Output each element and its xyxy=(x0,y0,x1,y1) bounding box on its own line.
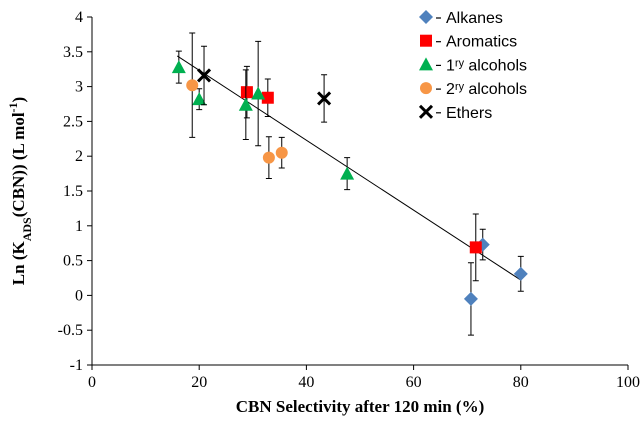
y-tick-label: 2.5 xyxy=(63,113,83,130)
legend-label: 2ʳʸ alcohols xyxy=(446,81,527,98)
circle-marker xyxy=(262,151,275,164)
legend-label: Aromatics xyxy=(446,34,517,51)
y-tick-label: 1 xyxy=(75,218,83,235)
x-axis-title: CBN Selectivity after 120 min (%) xyxy=(236,397,485,416)
triangle-marker xyxy=(419,57,433,71)
y-tick-label: 2 xyxy=(75,148,83,165)
y-axis-title-part: Ln (K xyxy=(9,241,28,286)
legend-label: 1ʳʸ alcohols xyxy=(446,57,527,74)
triangle-marker xyxy=(192,92,207,106)
cross-marker xyxy=(196,68,212,83)
x-tick-label: 0 xyxy=(88,374,96,391)
x-tick-label: 20 xyxy=(191,374,207,391)
y-tick-label: 0 xyxy=(75,287,83,304)
y-tick-label: 1.5 xyxy=(63,183,83,200)
y-axis-title-part: (CBN)) (L mol xyxy=(9,112,28,217)
circle-marker xyxy=(275,146,288,159)
circle-marker xyxy=(420,82,432,95)
y-axis-title-part: ADS xyxy=(20,217,34,241)
square-marker xyxy=(469,241,482,254)
x-tick-label: 80 xyxy=(513,374,529,391)
y-tick-label: -1 xyxy=(70,357,83,374)
triangle-marker xyxy=(171,60,186,74)
x-tick-label: 100 xyxy=(616,374,640,391)
y-tick-label: 0.5 xyxy=(63,253,83,270)
triangle-marker xyxy=(251,86,266,100)
x-tick-label: 60 xyxy=(406,374,422,391)
diamond-marker xyxy=(513,266,528,281)
square-marker xyxy=(420,34,432,47)
square-marker xyxy=(240,86,253,99)
diamond-marker xyxy=(419,10,433,24)
legend-label: Ethers xyxy=(446,105,492,122)
legend-label: Alkanes xyxy=(446,10,503,27)
y-axis-title: Ln (KADS(CBN)) (L mol-1) xyxy=(6,97,34,285)
triangle-marker xyxy=(238,97,253,111)
circle-marker xyxy=(186,79,199,92)
y-tick-label: -0.5 xyxy=(58,322,83,339)
x-tick-label: 40 xyxy=(298,374,314,391)
square-marker xyxy=(261,91,274,104)
y-tick-label: 3 xyxy=(75,79,83,96)
diamond-marker xyxy=(463,291,478,306)
trendline xyxy=(176,55,522,281)
y-axis-title-part: -1 xyxy=(6,102,20,112)
cross-marker xyxy=(317,91,332,106)
y-axis-title-part: ) xyxy=(9,97,28,103)
y-tick-label: 4 xyxy=(75,9,83,26)
triangle-marker xyxy=(340,166,355,180)
y-tick-label: 3.5 xyxy=(63,44,83,61)
cross-marker xyxy=(418,104,434,119)
